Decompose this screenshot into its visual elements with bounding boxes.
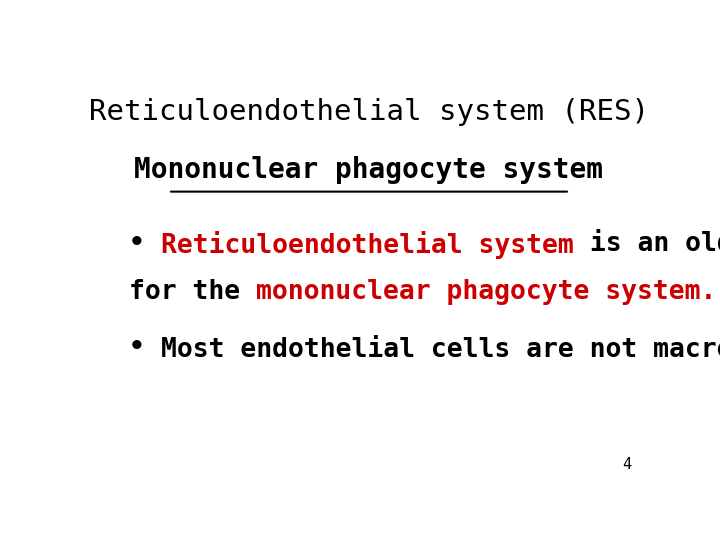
Text: Most endothelial cells are not macrophages.: Most endothelial cells are not macrophag… — [161, 335, 720, 363]
Text: Reticuloendothelial system (RES): Reticuloendothelial system (RES) — [89, 98, 649, 126]
Text: 4: 4 — [622, 457, 631, 472]
Text: mononuclear phagocyte system.: mononuclear phagocyte system. — [256, 279, 716, 305]
Text: Mononuclear phagocyte system: Mononuclear phagocyte system — [135, 156, 603, 184]
Text: is an older term: is an older term — [574, 231, 720, 257]
Text: •: • — [129, 335, 161, 361]
Text: •: • — [129, 231, 161, 257]
Text: Reticuloendothelial system: Reticuloendothelial system — [161, 231, 574, 259]
Text: for the: for the — [129, 279, 256, 305]
